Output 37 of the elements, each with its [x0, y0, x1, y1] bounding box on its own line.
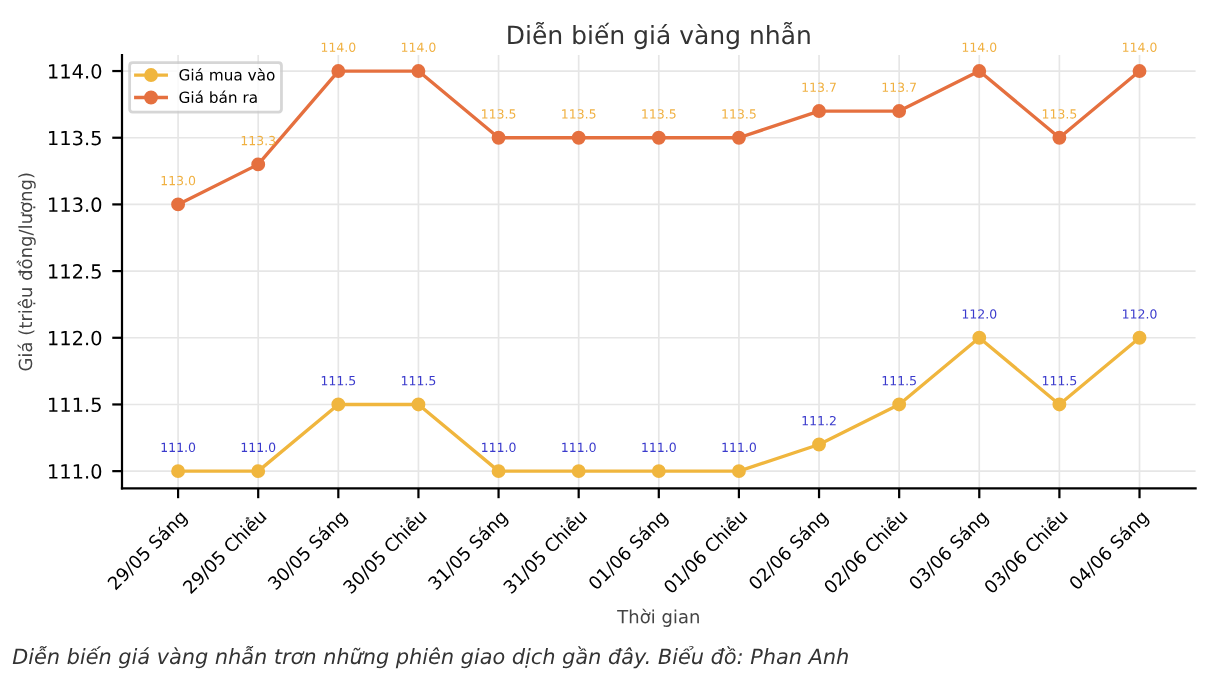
point	[331, 397, 346, 412]
point	[812, 104, 826, 118]
point	[411, 397, 426, 412]
point	[171, 197, 186, 212]
point	[1052, 397, 1067, 412]
point	[491, 130, 506, 145]
point	[491, 464, 506, 479]
y-tick-label: 113.5	[49, 130, 101, 146]
y-tick-label: 111.5	[49, 397, 101, 413]
x-axis-title: Thời gian	[617, 608, 699, 627]
point	[1132, 330, 1147, 345]
point	[251, 464, 266, 479]
point	[1132, 64, 1147, 78]
y-tick-label: 112.0	[49, 330, 102, 346]
point	[571, 464, 586, 479]
y-tick-label: 111.0	[49, 464, 102, 479]
point	[651, 464, 666, 479]
point	[812, 437, 826, 452]
point	[892, 397, 907, 412]
text: Diễn biến giá vàng nhẫn trơn những phiên giao dịch gần đây. Biểu đồ: Phan Anh	[12, 646, 848, 669]
point	[731, 464, 746, 479]
point	[571, 130, 586, 145]
point	[411, 64, 426, 78]
point	[972, 64, 987, 78]
chart-title: Diễn biến giá vàng nhẫn	[508, 21, 810, 50]
point	[972, 330, 987, 345]
point	[251, 157, 266, 172]
point	[1052, 130, 1067, 145]
point	[731, 130, 746, 145]
y-tick-label: 114.0	[49, 64, 102, 79]
point	[651, 130, 666, 145]
y-tick-label: 112.5	[49, 264, 101, 279]
point	[171, 464, 186, 479]
y-axis-title: Giá (triệu đồng/lượng)	[16, 173, 36, 371]
point	[331, 64, 346, 78]
y-tick-label: 113.0	[49, 197, 102, 213]
point	[892, 104, 907, 118]
